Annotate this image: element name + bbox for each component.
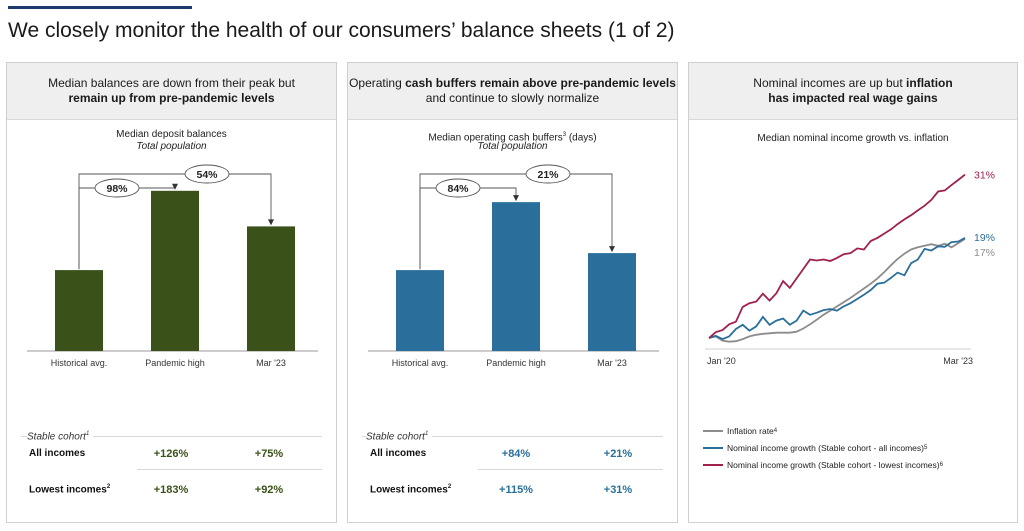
annotation-oval-0: [94, 178, 140, 198]
bar-1: [492, 202, 540, 351]
panel2-header-line1: Operating cash buffers remain above pre-…: [349, 76, 676, 90]
chart1-svg: Historical avg. Pandemic high Mar '23 98% 54…: [27, 164, 318, 368]
panel-income-vs-inflation: Nominal incomes are up but inflation has…: [688, 62, 1018, 523]
annotation-oval-1: [525, 164, 571, 184]
annotation-oval-1: [184, 164, 230, 184]
bracket-arrow-0: [172, 183, 178, 190]
p1-lowest-incomes-mar23: +92%: [254, 484, 284, 496]
row-label-all-incomes: All incomes: [29, 448, 86, 459]
bracket-1: [78, 173, 272, 270]
bracket-arrow-1: [609, 246, 615, 253]
tick-label-2: Mar '23: [597, 358, 627, 368]
row-label-lowest-incomes: Lowest incomes2: [370, 484, 452, 496]
chart1-title: Median deposit balances: [116, 129, 227, 140]
chart2-svg: Historical avg. Pandemic high Mar '23 84% 21…: [368, 164, 659, 368]
series-line-0: [708, 238, 966, 343]
cohort-label: Stable cohort1: [366, 431, 433, 443]
p2-lowest-incomes-pandemic: +115%: [499, 484, 533, 496]
row-divider: [137, 469, 322, 470]
annotation-label-1: 21%: [537, 169, 559, 181]
chart1-subtitle: Total population: [136, 141, 207, 152]
bracket-arrow-1: [268, 219, 274, 226]
tick-label-1: Pandemic high: [486, 358, 546, 368]
panel-deposit-balances: Median balances are down from their peak…: [6, 62, 337, 523]
p1-all-incomes-mar23: +75%: [254, 448, 284, 460]
series-line-1: [708, 237, 966, 341]
chart2-title: Median operating cash buffers3 (days): [428, 132, 597, 144]
tick-label-2: Mar '23: [256, 358, 286, 368]
panel3-header: Nominal incomes are up but inflation has…: [689, 63, 1017, 120]
p2-all-incomes-mar23: +21%: [603, 448, 633, 460]
row-divider: [478, 469, 663, 470]
p1-lowest-incomes-pandemic: +183%: [153, 484, 189, 496]
annotation-label-0: 98%: [106, 183, 128, 195]
panel1-header-line1: Median balances are down from their peak…: [48, 76, 295, 90]
bracket-arrow-0: [513, 195, 519, 202]
legend-item-all-incomes: Nominal income growth (Stable cohort - a…: [703, 443, 927, 453]
chart3-svg: 17% 19% 31% Jan '20 Mar '23: [705, 170, 995, 366]
legend-swatch-lowest-incomes: [703, 464, 723, 466]
legend-swatch-inflation: [703, 430, 723, 432]
end-label-0: 17%: [974, 247, 995, 259]
bar-0: [396, 270, 444, 351]
cohort-label: Stable cohort1: [27, 431, 94, 443]
bracket-1: [419, 173, 613, 270]
end-label-2: 31%: [974, 170, 995, 182]
x-end-label: Mar '23: [943, 356, 973, 366]
legend-item-inflation: Inflation rate 4: [703, 426, 777, 436]
row-label-all-incomes: All incomes: [370, 448, 427, 459]
cohort-divider: [362, 436, 663, 437]
panel1-header: Median balances are down from their peak…: [7, 63, 336, 120]
page-title: We closely monitor the health of our con…: [8, 19, 675, 42]
bar-0: [55, 270, 103, 351]
title-accent-bar: [8, 6, 192, 9]
legend-swatch-all-incomes: [703, 447, 723, 449]
annotation-label-0: 84%: [447, 183, 469, 195]
cohort-divider: [21, 436, 322, 437]
tick-label-0: Historical avg.: [51, 358, 108, 368]
panel1-header-line2: remain up from pre-pandemic levels: [68, 91, 275, 105]
panel2-header-line2: and continue to slowly normalize: [425, 91, 600, 105]
x-start-label: Jan '20: [707, 356, 736, 366]
legend-item-lowest-incomes: Nominal income growth (Stable cohort - l…: [703, 460, 943, 470]
chart3-title: Median nominal income growth vs. inflati…: [757, 133, 949, 144]
tick-label-1: Pandemic high: [145, 358, 205, 368]
tick-label-0: Historical avg.: [392, 358, 449, 368]
p2-all-incomes-pandemic: +84%: [501, 448, 531, 460]
row-label-lowest-incomes: Lowest incomes2: [29, 484, 111, 496]
p1-all-incomes-pandemic: +126%: [153, 448, 189, 460]
panel2-header: Operating cash buffers remain above pre-…: [348, 63, 677, 120]
panel-cash-buffers: Operating cash buffers remain above pre-…: [347, 62, 678, 523]
bar-2: [247, 226, 295, 351]
p2-lowest-incomes-mar23: +31%: [603, 484, 633, 496]
series-line-2: [708, 173, 966, 339]
end-label-1: 19%: [974, 232, 995, 244]
chart2-subtitle: Total population: [477, 141, 548, 152]
bar-1: [151, 190, 199, 351]
annotation-oval-0: [435, 178, 481, 198]
panel3-header-line1: Nominal incomes are up but inflation: [753, 76, 953, 90]
annotation-label-1: 54%: [196, 169, 218, 181]
panel3-header-line2: has impacted real wage gains: [768, 91, 938, 105]
bar-2: [588, 253, 636, 351]
